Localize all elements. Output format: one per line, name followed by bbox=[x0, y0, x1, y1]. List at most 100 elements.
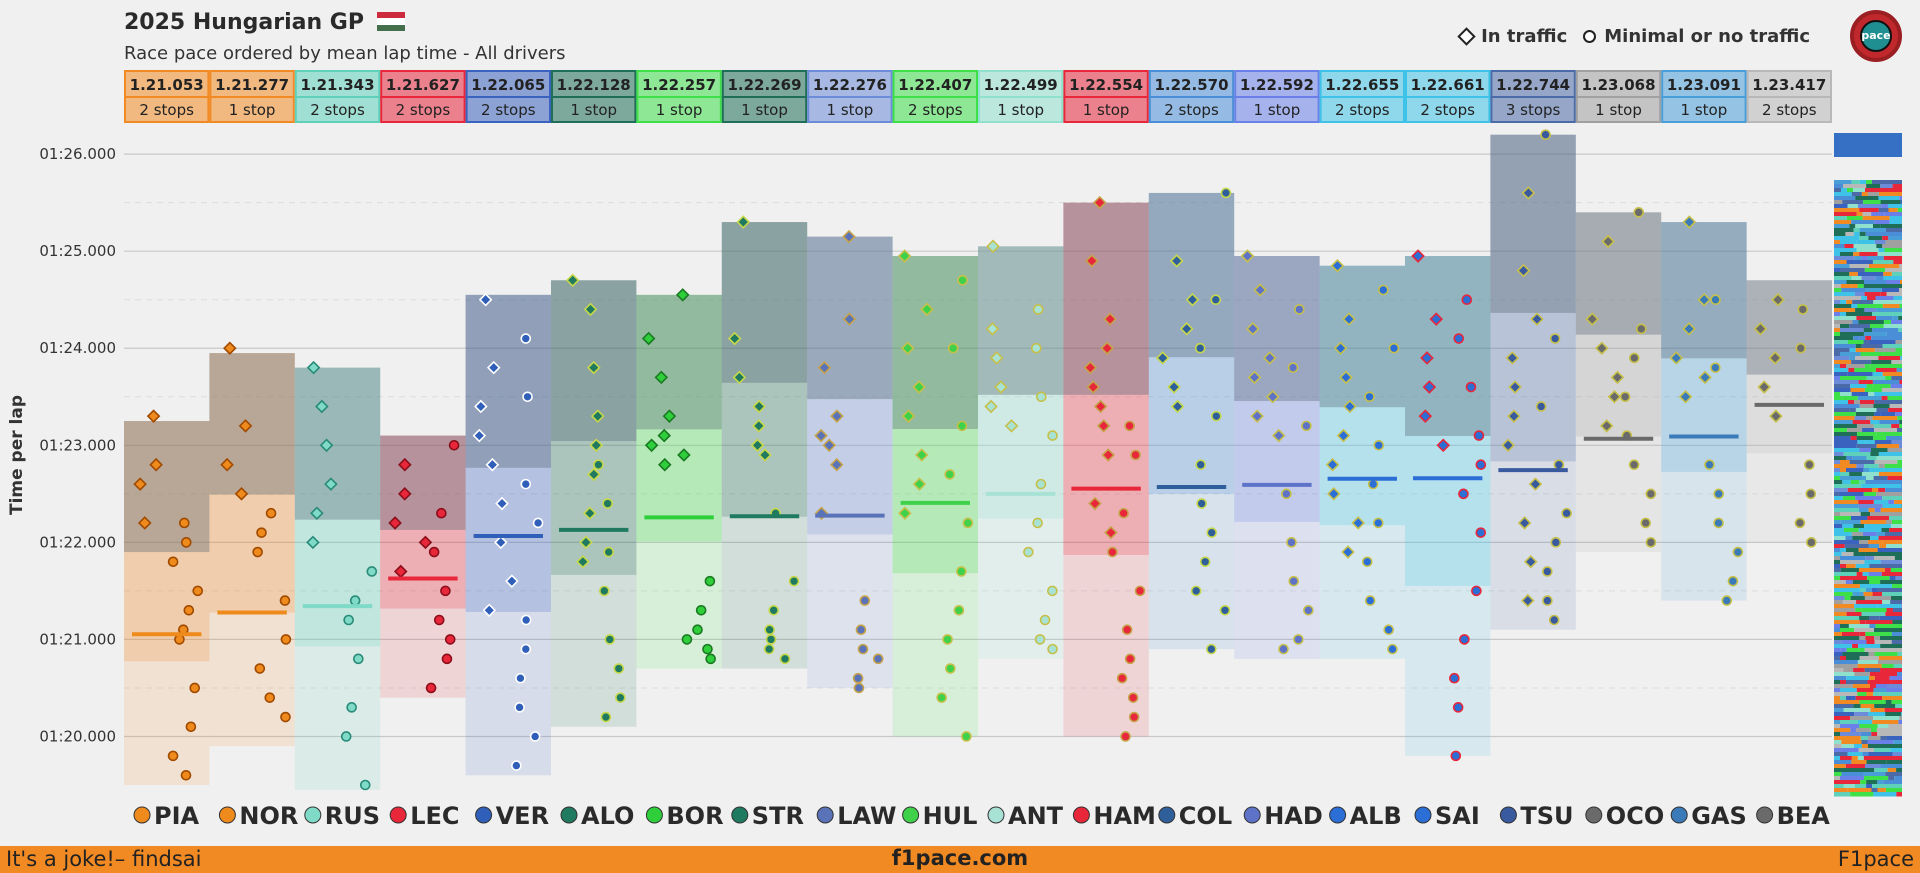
position-strip-cell bbox=[1849, 264, 1869, 269]
position-strip-cell bbox=[1840, 724, 1860, 729]
driver-label: OCO bbox=[1606, 802, 1664, 830]
position-strip-cell bbox=[1891, 320, 1902, 325]
position-strip-cell bbox=[1847, 372, 1873, 377]
position-strip-cell bbox=[1834, 252, 1840, 257]
position-strip-cell bbox=[1834, 280, 1847, 285]
position-strip-cell bbox=[1876, 408, 1889, 413]
driver-column-law: 1.22.276 1 stop LAW bbox=[807, 70, 896, 830]
clean-lap-point bbox=[855, 624, 867, 636]
position-strip-cell bbox=[1894, 556, 1902, 561]
clean-lap-point bbox=[705, 653, 716, 665]
traffic-lap-point bbox=[1678, 389, 1693, 404]
position-strip-cell bbox=[1840, 472, 1850, 477]
position-strip-cell bbox=[1863, 340, 1870, 345]
position-strip-cell bbox=[1834, 768, 1856, 773]
position-strip-cell bbox=[1834, 444, 1857, 449]
position-strip-cell bbox=[1891, 640, 1902, 645]
position-strip-cell bbox=[1877, 660, 1902, 665]
position-strip-cell bbox=[1867, 740, 1894, 745]
pace-band-full bbox=[551, 280, 637, 727]
position-strip-cell bbox=[1834, 300, 1840, 305]
position-strip-cell bbox=[1853, 244, 1877, 249]
position-strip-cell bbox=[1882, 696, 1902, 701]
pace-band-full bbox=[1490, 134, 1576, 630]
stops-box bbox=[1148, 96, 1235, 123]
position-strip-cell bbox=[1834, 508, 1859, 513]
footer-site-link[interactable]: f1pace.com bbox=[891, 846, 1029, 870]
position-strip-cell bbox=[1852, 420, 1871, 425]
position-strip-cell bbox=[1834, 512, 1840, 517]
position-strip-cell bbox=[1860, 704, 1875, 709]
position-strip-cell bbox=[1885, 280, 1900, 285]
y-tick-label: 01:20.000 bbox=[39, 727, 116, 745]
position-strip-cell bbox=[1862, 532, 1877, 537]
position-strip-cell bbox=[1874, 508, 1881, 513]
position-strip-cell bbox=[1869, 564, 1902, 569]
position-strip-cell bbox=[1846, 628, 1855, 633]
position-strip-cell bbox=[1842, 652, 1869, 657]
traffic-lap-point bbox=[1088, 496, 1102, 511]
position-strip-cell bbox=[1855, 496, 1883, 501]
position-strip-cell bbox=[1864, 388, 1871, 393]
position-strip-cell bbox=[1834, 180, 1852, 185]
traffic-lap-point bbox=[644, 438, 659, 453]
position-strip-cell bbox=[1860, 736, 1868, 741]
position-strip-cell bbox=[1850, 716, 1874, 721]
traffic-lap-point bbox=[1100, 341, 1114, 356]
position-strip-cell bbox=[1834, 652, 1843, 657]
traffic-lap-point bbox=[752, 419, 766, 433]
position-strip-cell bbox=[1834, 248, 1857, 253]
clean-lap-point bbox=[448, 439, 460, 451]
position-strip-cell bbox=[1884, 708, 1902, 713]
clean-lap-point bbox=[1127, 692, 1139, 703]
clean-lap-point bbox=[1450, 750, 1462, 762]
position-strip-cell bbox=[1884, 532, 1902, 537]
position-strip-cell bbox=[1834, 432, 1858, 437]
position-strip-cell bbox=[1834, 364, 1840, 369]
clean-lap-point bbox=[1471, 585, 1482, 597]
position-strip-cell bbox=[1854, 712, 1869, 717]
f1pace-logo-icon[interactable]: pace bbox=[1850, 10, 1902, 62]
position-strip-cell bbox=[1866, 476, 1874, 481]
hungary-flag-icon bbox=[377, 12, 406, 31]
position-strip-cell bbox=[1880, 412, 1896, 417]
position-strip-cell bbox=[1834, 772, 1842, 777]
position-strip-cell bbox=[1834, 648, 1841, 653]
position-strip-cell bbox=[1878, 488, 1886, 493]
clean-lap-point bbox=[183, 604, 195, 616]
clean-lap-point bbox=[254, 663, 266, 674]
team-logo-icon bbox=[133, 806, 151, 824]
position-strip-cell bbox=[1883, 276, 1902, 281]
clean-lap-point bbox=[1710, 294, 1721, 306]
position-strip-cell bbox=[1864, 524, 1891, 529]
position-strip-cell bbox=[1846, 656, 1860, 661]
clean-lap-point bbox=[1130, 449, 1141, 461]
position-strip-cell bbox=[1861, 484, 1879, 489]
clean-lap-point bbox=[1542, 566, 1553, 577]
position-strip-cell bbox=[1840, 628, 1846, 633]
position-strip-cell bbox=[1888, 208, 1898, 213]
position-strip-cell bbox=[1882, 540, 1898, 545]
position-strip-cell bbox=[1834, 724, 1840, 729]
position-strip-cell bbox=[1846, 680, 1868, 685]
position-strip-cell bbox=[1834, 240, 1840, 245]
position-strip-cell bbox=[1872, 384, 1891, 389]
clean-lap-point bbox=[600, 711, 612, 723]
position-strip-cell bbox=[1849, 472, 1862, 477]
clean-lap-point bbox=[1032, 304, 1044, 315]
position-strip-cell bbox=[1860, 780, 1867, 785]
position-strip-cell bbox=[1834, 396, 1843, 401]
position-strip-cell bbox=[1847, 752, 1863, 757]
pace-band-full bbox=[636, 294, 722, 669]
pace-band-mid bbox=[1148, 192, 1235, 495]
traffic-lap-point bbox=[752, 399, 766, 414]
team-logo-icon bbox=[560, 806, 578, 824]
clean-lap-point bbox=[857, 643, 869, 655]
position-strip-cell bbox=[1834, 676, 1847, 681]
position-strip-cell bbox=[1892, 608, 1902, 613]
traffic-lap-point bbox=[576, 554, 590, 569]
position-strip-cell bbox=[1851, 360, 1872, 365]
position-strip-cell bbox=[1901, 484, 1902, 489]
pace-band-full bbox=[1661, 222, 1747, 601]
driver-label: ALO bbox=[581, 802, 634, 830]
